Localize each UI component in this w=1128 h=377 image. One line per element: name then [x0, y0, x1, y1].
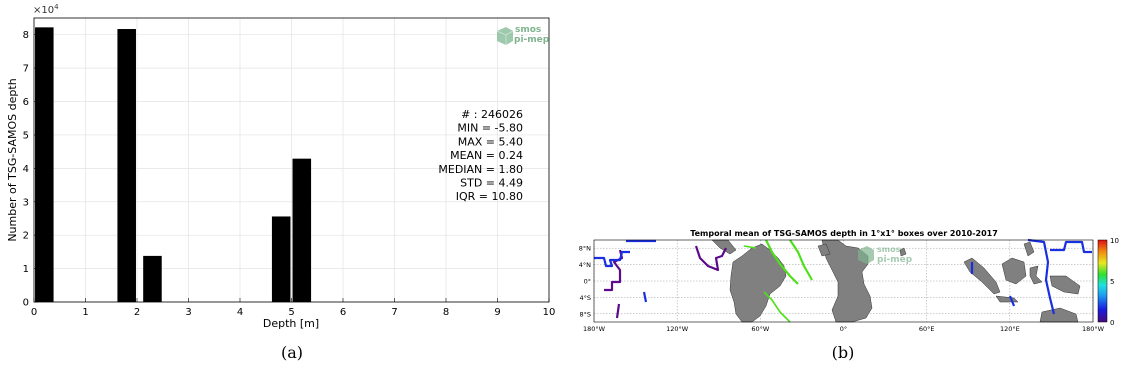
stat-line: IQR = 10.80 [456, 190, 523, 203]
logo-line1-a: smos [515, 25, 541, 35]
y-axis-label-a: Number of TSG-SAMOS depth [6, 78, 19, 241]
colorbar-tick-labels: 0 5 10 [1110, 237, 1119, 327]
south-america-land [729, 243, 787, 323]
gulf-of-guinea-notch [817, 243, 831, 257]
track-blue-indonesia-2 [1027, 238, 1056, 315]
x-tick-label: 9 [494, 307, 500, 318]
track-blue-pacific-east [1050, 240, 1092, 254]
sri-lanka-land [899, 247, 907, 257]
stat-line: STD = 4.49 [460, 177, 523, 190]
australia-north-land [1039, 307, 1079, 323]
panel-label-b: (b) [832, 343, 855, 362]
y-tick-label: 5 [23, 130, 29, 141]
x-axis-label-a: Depth [m] [263, 317, 319, 330]
borneo-land [1001, 257, 1027, 285]
y-tick-label: 6 [23, 97, 29, 108]
x-tick-label: 7 [391, 307, 397, 318]
y-tick-label: 1 [23, 264, 29, 275]
x-tick-label: 180°W [583, 325, 606, 333]
map-frame [593, 239, 1094, 323]
y-tick-label: 4°S [579, 294, 591, 302]
y-tick-label: 7 [23, 64, 29, 75]
y-tick-label: 8°N [579, 245, 591, 253]
ship-tracks [594, 238, 1092, 323]
x-tick-label: 60°E [919, 325, 935, 333]
stat-line: MEDIAN = 1.80 [438, 163, 523, 176]
logo-cube-icon [858, 246, 874, 264]
y-tick-label: 4°N [579, 261, 591, 269]
y-tick-label: 3 [23, 197, 29, 208]
x-tick-label: 0 [31, 307, 37, 318]
bars-a [35, 27, 312, 303]
y-tick-label: 0 [23, 298, 29, 309]
bar [143, 255, 162, 302]
x-tick-label: 180°W [1082, 325, 1105, 333]
sulawesi-land [1029, 265, 1043, 285]
new-guinea-land [1049, 275, 1081, 295]
colorbar-tick-label: 10 [1110, 237, 1119, 245]
y-tick-label: 2 [23, 231, 29, 242]
bar [271, 216, 291, 302]
y-multiplier-exponent: 4 [54, 3, 59, 11]
x-tick-labels-b: 180°W 120°W 60°W 0° 60°E 120°E 180°W [583, 325, 1105, 333]
track-blue-pacific-west [594, 250, 630, 268]
track-green-atlantic-1 [765, 239, 799, 285]
bar [35, 27, 54, 303]
track-green-atlantic-3 [763, 291, 791, 323]
y-tick-label: 4 [23, 164, 29, 175]
colorbar-tick-label: 5 [1110, 278, 1114, 286]
colorbar-tick-label: 0 [1110, 319, 1114, 327]
y-multiplier: ×104 [33, 3, 59, 16]
x-tick-label: 120°E [1000, 325, 1020, 333]
colorbar [1097, 239, 1108, 323]
logo-line2-b: pi-mep [877, 255, 913, 265]
logo-b: smos pi-mep [858, 245, 913, 265]
stat-line: # : 246026 [461, 108, 523, 121]
panel-b: Temporal mean of TSG-SAMOS depth in 1°x1… [579, 229, 1119, 362]
logo-cube-icon [497, 27, 513, 45]
x-tick-label: 2 [134, 307, 140, 318]
stat-line: MAX = 5.40 [458, 135, 523, 148]
x-tick-label: 4 [237, 307, 243, 318]
bar [117, 29, 136, 303]
panel-a: 0 1 2 3 4 5 6 7 8 9 10 0 1 2 3 4 5 6 7 8 ×104 Depth [m] Nu… [6, 3, 555, 362]
y-tick-labels-a: 0 1 2 3 4 5 6 7 8 [23, 30, 38, 309]
track-blue-indonesia-3 [1008, 295, 1016, 307]
x-tick-label: 60°W [751, 325, 770, 333]
y-tick-label: 8°S [579, 310, 591, 318]
logo-line2-a: pi-mep [514, 35, 550, 45]
philippines-land [1023, 241, 1035, 257]
stat-line: MIN = -5.80 [457, 122, 523, 135]
x-tick-label: 8 [443, 307, 449, 318]
track-green-atlantic-4 [743, 245, 757, 249]
stat-line: MEAN = 0.24 [450, 149, 523, 162]
y-tick-label: 0° [584, 278, 591, 286]
x-tick-label: 120°W [666, 325, 689, 333]
x-tick-label: 5 [288, 307, 294, 318]
panel-label-a: (a) [281, 343, 303, 362]
y-tick-labels-b: 8°N 4°N 0° 4°S 8°S [579, 245, 591, 319]
track-green-atlantic-2 [789, 239, 813, 281]
track-blue-pacific-south [642, 291, 648, 303]
logo-line1-b: smos [877, 245, 901, 254]
chart-title-b: Temporal mean of TSG-SAMOS depth in 1°x1… [690, 229, 998, 238]
track-purple-pacific-2 [615, 303, 621, 319]
y-tick-label: 8 [23, 30, 29, 41]
x-tick-label: 3 [185, 307, 191, 318]
x-tick-label: 0° [840, 325, 847, 333]
bar [292, 158, 312, 302]
track-purple-caribbean [694, 245, 727, 272]
x-tick-label: 1 [82, 307, 88, 318]
x-tick-labels-a: 0 1 2 3 4 5 6 7 8 9 10 [31, 298, 556, 318]
x-tick-label: 6 [340, 307, 346, 318]
logo-a: smos pi-mep [496, 25, 550, 45]
x-tick-label: 10 [543, 307, 556, 318]
